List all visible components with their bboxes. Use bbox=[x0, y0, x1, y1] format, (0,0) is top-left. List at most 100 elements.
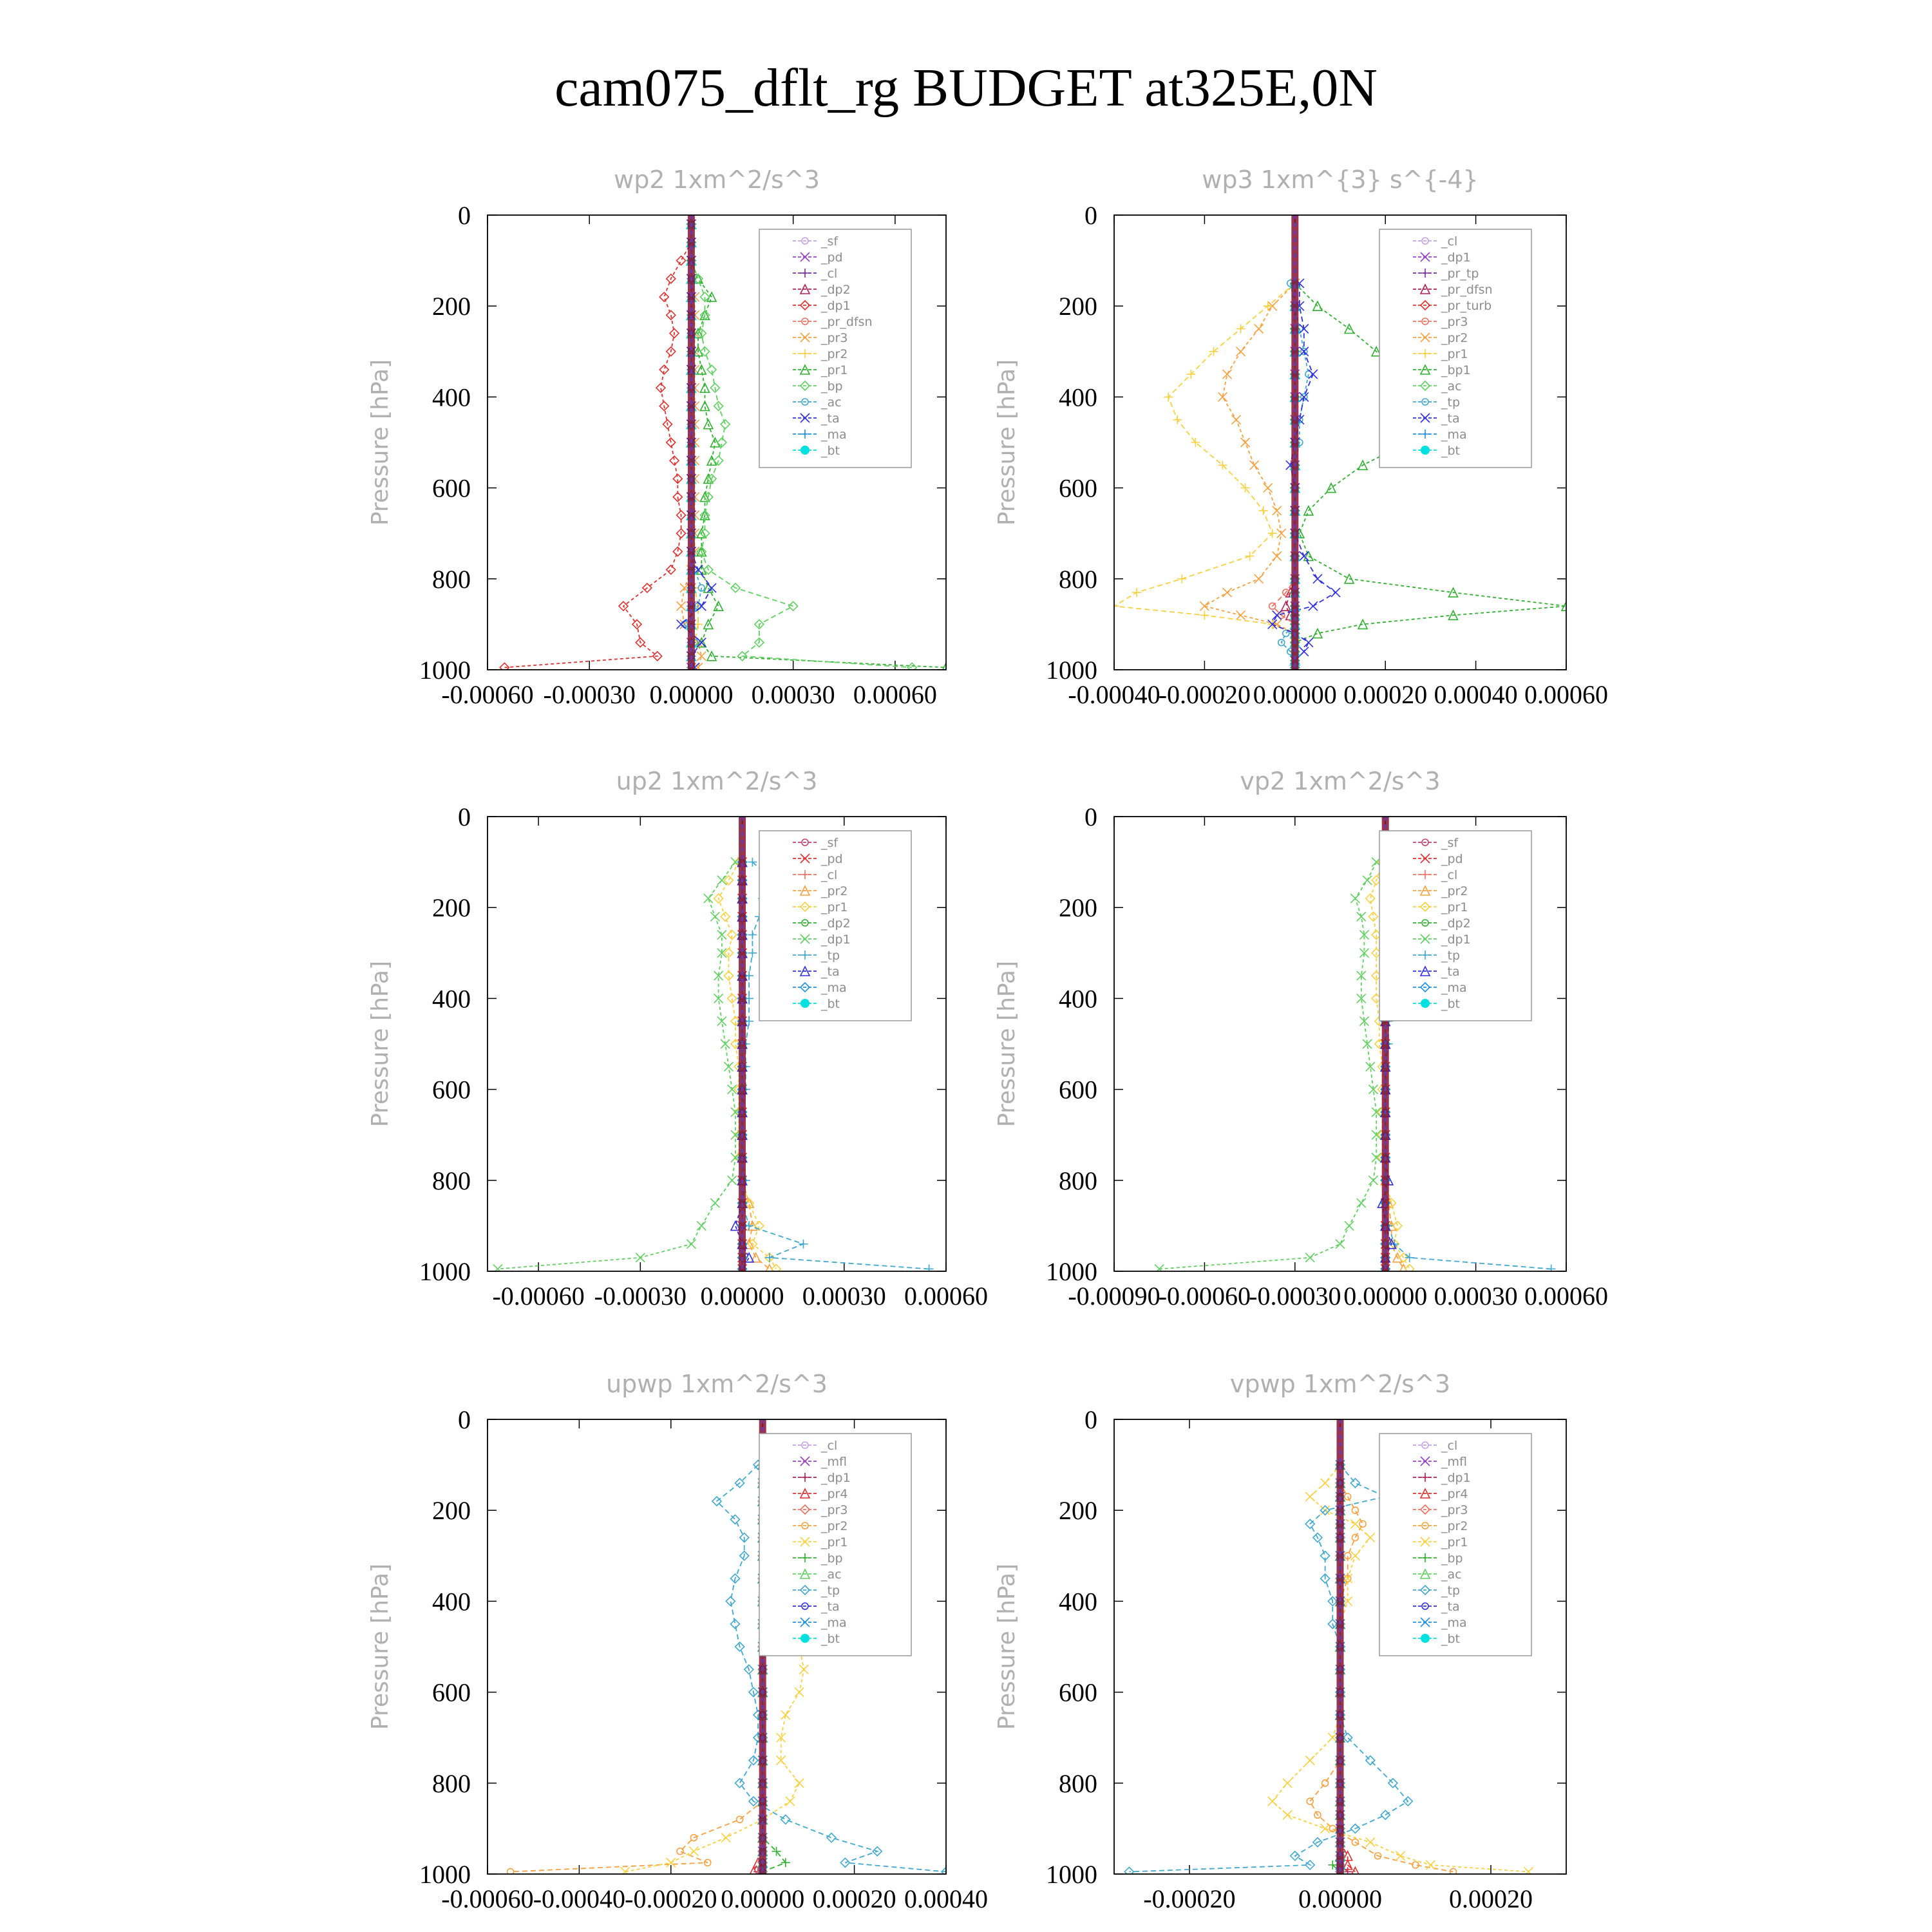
series-point-pr3 bbox=[1277, 611, 1285, 620]
series-point-pr1 bbox=[1523, 1866, 1534, 1874]
series-point-pr1 bbox=[771, 1264, 782, 1271]
series-point-pr2 bbox=[506, 1868, 515, 1874]
series-point-pr1 bbox=[692, 327, 704, 339]
legend-label: _pr1 bbox=[820, 1535, 848, 1549]
legend-marker bbox=[799, 364, 811, 375]
series-point-pr1 bbox=[1365, 893, 1376, 904]
y-tick-label: 1000 bbox=[419, 656, 471, 685]
series-point-pr4 bbox=[1342, 1859, 1353, 1870]
y-axis-label: Pressure [hPa] bbox=[994, 359, 1020, 526]
legend-label: _ta bbox=[1441, 965, 1460, 979]
series-point-tp bbox=[1277, 638, 1285, 647]
legend-label: _ta bbox=[820, 1600, 840, 1614]
legend-label: _bt bbox=[1441, 1632, 1460, 1646]
series-point-dp1 bbox=[1365, 1061, 1376, 1072]
series-point-dp1 bbox=[1154, 1264, 1164, 1271]
series-point-tp bbox=[1546, 1264, 1556, 1271]
series-point-pr1 bbox=[794, 1778, 804, 1788]
series-point-bp1 bbox=[1357, 618, 1368, 630]
series-point-bp1 bbox=[1560, 600, 1566, 611]
series-point-dp1 bbox=[717, 875, 727, 886]
y-tick-label: 200 bbox=[1059, 1496, 1097, 1525]
legend-label: _pr3 bbox=[1441, 315, 1468, 329]
series-point-tp bbox=[1327, 1596, 1338, 1607]
series-point-pr1 bbox=[723, 947, 734, 958]
series-point-pr1 bbox=[620, 1866, 630, 1874]
series-point-pr1 bbox=[1343, 1596, 1353, 1606]
series-point-pr1 bbox=[753, 1220, 765, 1231]
series-point-bp1 bbox=[1303, 550, 1314, 562]
plot-frame bbox=[487, 214, 947, 670]
series-point-pr1 bbox=[723, 875, 734, 886]
series-point-dp1 bbox=[1359, 929, 1370, 940]
legend-label: _pr1 bbox=[820, 363, 848, 377]
series-point-pr2 bbox=[1276, 528, 1287, 538]
legend-label: _ta bbox=[820, 965, 840, 979]
series-point-pr1 bbox=[713, 600, 724, 611]
legend-marker bbox=[1421, 1553, 1430, 1562]
series-point-pr2 bbox=[1359, 1520, 1367, 1528]
series-point-pr2 bbox=[750, 1252, 761, 1263]
y-tick-label: 0 bbox=[1084, 1405, 1097, 1434]
y-tick-label: 600 bbox=[1059, 1075, 1097, 1104]
x-tick-label: -0.00030 bbox=[1249, 1282, 1341, 1311]
legend-label: _ac bbox=[820, 395, 842, 410]
x-tick-label: -0.00020 bbox=[1143, 1884, 1235, 1913]
series-point-pr2 bbox=[1399, 1263, 1408, 1271]
series-line-pr2 bbox=[510, 1464, 764, 1873]
series-point-dp1 bbox=[676, 509, 687, 521]
series-point-bp1 bbox=[1448, 609, 1459, 621]
x-tick-label: 0.00030 bbox=[1434, 1282, 1518, 1311]
series-point-bp bbox=[713, 401, 724, 412]
series-point-bp bbox=[753, 619, 765, 630]
legend-label: _cl bbox=[820, 1439, 837, 1453]
series-point-bp bbox=[699, 509, 710, 521]
series-point-ac bbox=[697, 584, 706, 592]
legend-label: _dp1 bbox=[820, 1471, 851, 1485]
legend-label: _cl bbox=[1441, 868, 1457, 882]
series-point-pr2 bbox=[1199, 601, 1209, 611]
series-point-pr3 bbox=[676, 601, 687, 611]
legend: _cl _mfl _dp1 _pr4 _pr3 _pr2 _pr1 _bp_ac _tp _ta _… bbox=[1379, 1433, 1532, 1656]
chart-panel-2: wp3 1xm^{3} s^{-4} Pressure [hPa] 0 200 400 6… bbox=[994, 166, 1608, 709]
series-point-pr1 bbox=[1282, 1778, 1293, 1788]
series-point-bp bbox=[907, 662, 918, 670]
legend-marker bbox=[1419, 283, 1431, 294]
series-point-dp1 bbox=[672, 473, 683, 484]
series-point-dp1 bbox=[655, 383, 667, 393]
series-point-dp1 bbox=[723, 1061, 734, 1072]
legend-box bbox=[759, 1433, 912, 1656]
series-point-pr1 bbox=[706, 650, 717, 661]
series-point-tp bbox=[1305, 1519, 1316, 1530]
series-point-pr2 bbox=[703, 1859, 712, 1867]
series-point-pr2 bbox=[1240, 437, 1251, 448]
legend-label: _sf bbox=[1441, 836, 1459, 850]
series-point-ta bbox=[1299, 551, 1309, 562]
figure-title: cam075_dflt_rg BUDGET at325E,0N bbox=[554, 58, 1378, 118]
legend-label: _bt bbox=[1441, 444, 1460, 458]
legend-marker bbox=[1420, 332, 1430, 343]
series-point-pr2 bbox=[1449, 1868, 1457, 1874]
x-tick-label: 0.00060 bbox=[1524, 680, 1608, 709]
series-point-pr2 bbox=[1272, 506, 1282, 516]
legend-marker bbox=[801, 237, 809, 245]
series-point-pr2 bbox=[1267, 301, 1278, 311]
y-axis-label: Pressure [hPa] bbox=[367, 359, 393, 526]
series-point-pr1 bbox=[1209, 346, 1218, 356]
panel-title: up2 1xm^2/s^3 bbox=[616, 767, 818, 795]
legend-marker bbox=[1421, 269, 1430, 278]
series-point-pr1 bbox=[1350, 1551, 1360, 1561]
series-point-tp bbox=[764, 1253, 774, 1262]
series-point-bp bbox=[720, 419, 731, 430]
legend-marker bbox=[1421, 919, 1429, 927]
legend-label: _tp bbox=[1441, 949, 1460, 963]
y-tick-label: 600 bbox=[1059, 474, 1097, 503]
legend-label: _tp bbox=[820, 1584, 840, 1598]
x-tick-label: 0.00030 bbox=[752, 680, 835, 709]
series-point-tp bbox=[748, 1795, 759, 1807]
series-line-pr1 bbox=[1114, 283, 1296, 668]
legend-label: _pr3 bbox=[820, 331, 848, 345]
y-tick-label: 1000 bbox=[1046, 1860, 1097, 1889]
y-axis-label: Pressure [hPa] bbox=[367, 961, 393, 1127]
y-tick-label: 200 bbox=[432, 893, 471, 922]
